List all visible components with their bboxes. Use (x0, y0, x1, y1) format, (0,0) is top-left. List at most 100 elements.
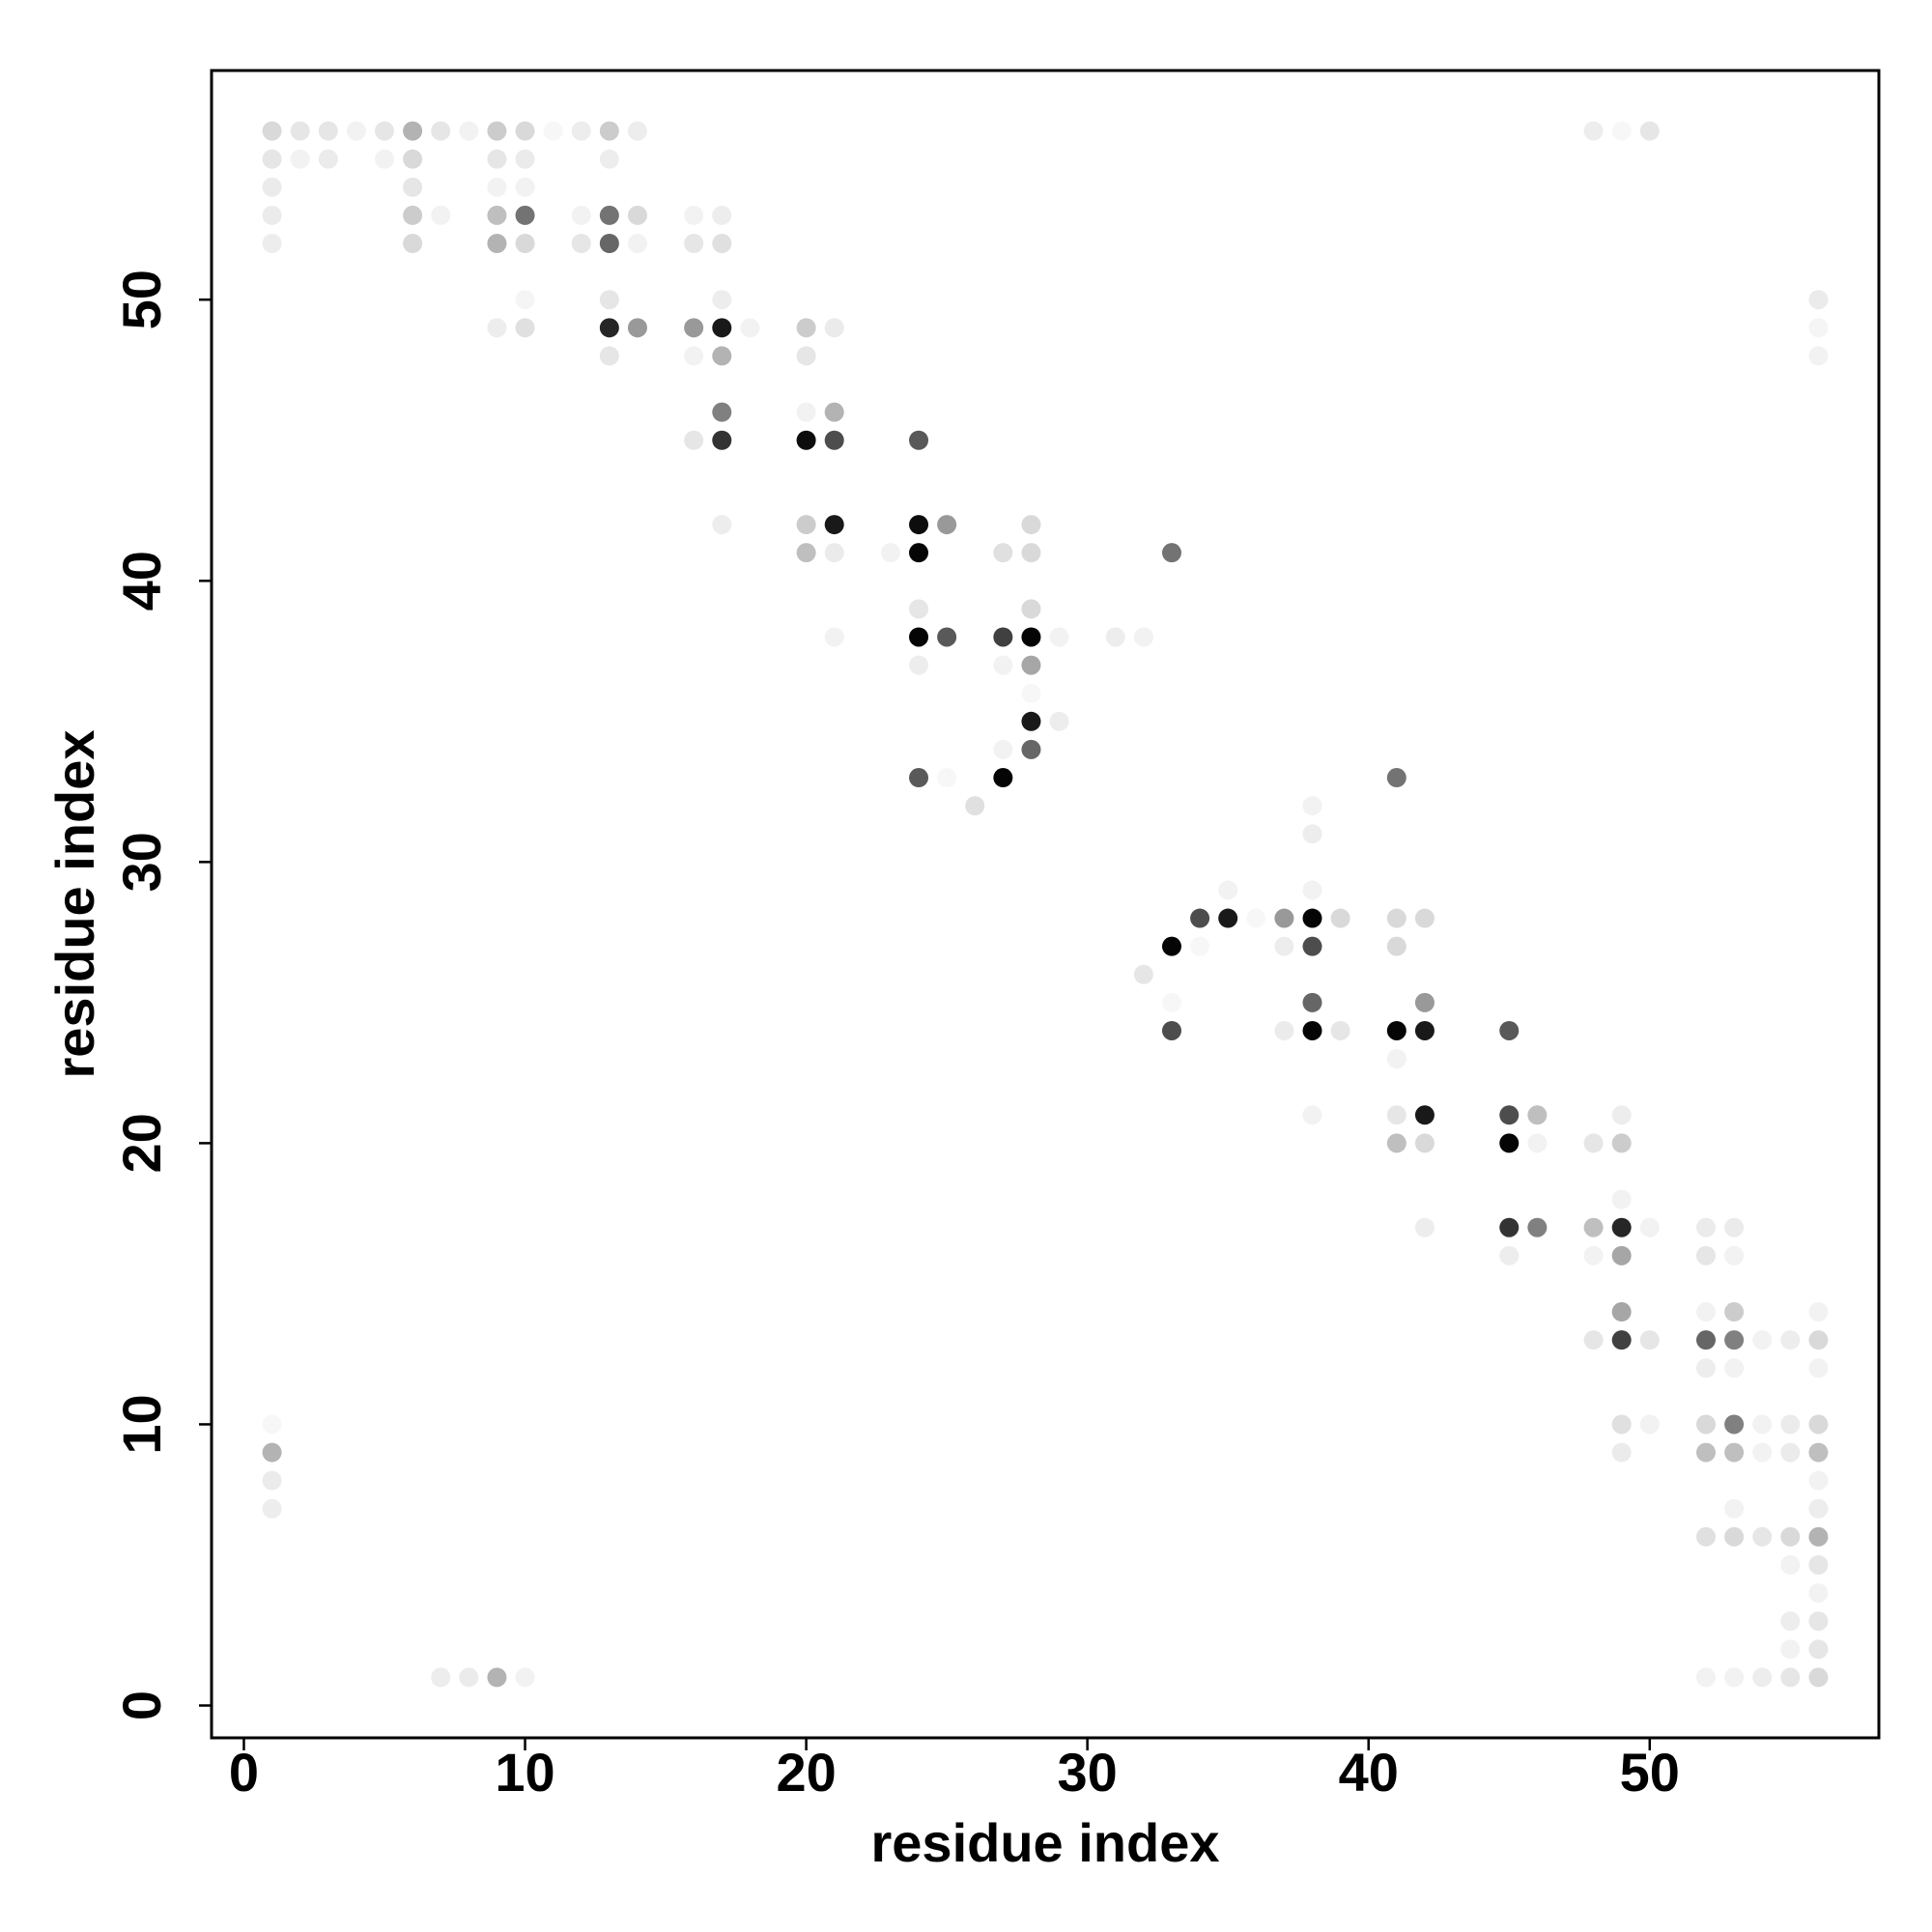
contact-point (1414, 1217, 1435, 1237)
contact-point (1808, 290, 1829, 310)
contact-point (1386, 1105, 1406, 1125)
contact-point (1218, 908, 1238, 928)
contact-point (824, 402, 844, 422)
contact-point (487, 1667, 507, 1688)
y-tick-label: 50 (111, 270, 172, 329)
contact-point (909, 515, 929, 535)
contact-point (1752, 1526, 1773, 1547)
contact-point (1527, 1217, 1548, 1237)
contact-point (1695, 1667, 1716, 1688)
contact-point (1780, 1611, 1801, 1632)
contact-point (1274, 908, 1294, 928)
contact-point (1752, 1330, 1773, 1350)
contact-point (937, 768, 957, 788)
contact-point (824, 543, 844, 563)
contact-point (937, 627, 957, 647)
contact-point (487, 205, 507, 225)
contact-point (1246, 908, 1266, 928)
x-tick-label: 0 (229, 1742, 259, 1803)
contact-point (1274, 936, 1294, 956)
contact-point (515, 1667, 535, 1688)
contact-point (487, 177, 507, 197)
contact-point (599, 318, 619, 338)
contact-point (712, 346, 732, 366)
contact-point (1808, 1330, 1829, 1350)
contact-point (1499, 1217, 1520, 1237)
contact-point (1808, 1358, 1829, 1378)
contact-point (909, 543, 929, 563)
contact-point (796, 402, 816, 422)
contact-point (515, 290, 535, 310)
contact-point (1386, 1049, 1406, 1069)
contact-point (571, 234, 591, 254)
contact-point (1499, 1133, 1520, 1153)
contact-point (1808, 1639, 1829, 1660)
contact-point (1583, 1245, 1604, 1265)
contact-point (1611, 1189, 1632, 1209)
contact-point (1499, 1020, 1520, 1040)
contact-point (824, 430, 844, 450)
contact-point (1808, 1414, 1829, 1435)
contact-point (880, 543, 900, 563)
contact-point (1808, 1442, 1829, 1463)
contact-point (1527, 1133, 1548, 1153)
contact-point (262, 149, 282, 169)
contact-point (1583, 1330, 1604, 1350)
contact-point (712, 515, 732, 535)
contact-point (1695, 1358, 1716, 1378)
contact-point (1808, 1667, 1829, 1688)
contact-point (1302, 992, 1322, 1012)
contact-point (1808, 1611, 1829, 1632)
contact-point (1808, 1498, 1829, 1519)
contact-point (1302, 1105, 1322, 1125)
y-axis-title: residue index (44, 729, 105, 1078)
contact-point (1386, 1133, 1406, 1153)
contact-point (1302, 824, 1322, 844)
contact-point (1414, 992, 1435, 1012)
contact-point (1639, 1217, 1660, 1237)
contact-point (262, 1470, 282, 1491)
contact-point (1611, 1330, 1632, 1350)
contact-point (487, 149, 507, 169)
contact-point (796, 430, 816, 450)
contact-point (712, 234, 732, 254)
contact-point (1386, 908, 1406, 928)
contact-point (262, 1498, 282, 1519)
contact-point (1583, 1133, 1604, 1153)
contact-point (627, 234, 647, 254)
contact-point (1808, 1526, 1829, 1547)
contact-point (1499, 1245, 1520, 1265)
contact-point (1049, 627, 1069, 647)
contact-point (1021, 627, 1041, 647)
contact-point (262, 1414, 282, 1435)
contact-point (824, 627, 844, 647)
contact-point (1724, 1414, 1745, 1435)
contact-point (262, 205, 282, 225)
contact-point (1724, 1217, 1745, 1237)
contact-point (1414, 1133, 1435, 1153)
plot-frame (210, 69, 1881, 1740)
contact-point (1724, 1302, 1745, 1322)
contact-point (1161, 543, 1181, 563)
contact-point (1780, 1667, 1801, 1688)
contact-point (1695, 1302, 1716, 1322)
contact-point (1190, 908, 1210, 928)
contact-point (1780, 1414, 1801, 1435)
contact-point (1330, 1020, 1350, 1040)
contact-point (993, 655, 1013, 675)
contact-point (1639, 121, 1660, 141)
contact-point (543, 121, 563, 141)
contact-point (712, 318, 732, 338)
contact-point (1190, 936, 1210, 956)
contact-point (909, 430, 929, 450)
contact-point (459, 121, 479, 141)
contact-point (599, 121, 619, 141)
contact-point (1583, 1217, 1604, 1237)
contact-point (1274, 1020, 1294, 1040)
contact-point (1049, 711, 1069, 731)
contact-point (1302, 796, 1322, 816)
contact-point (487, 234, 507, 254)
contact-point (318, 121, 338, 141)
contact-point (796, 346, 816, 366)
